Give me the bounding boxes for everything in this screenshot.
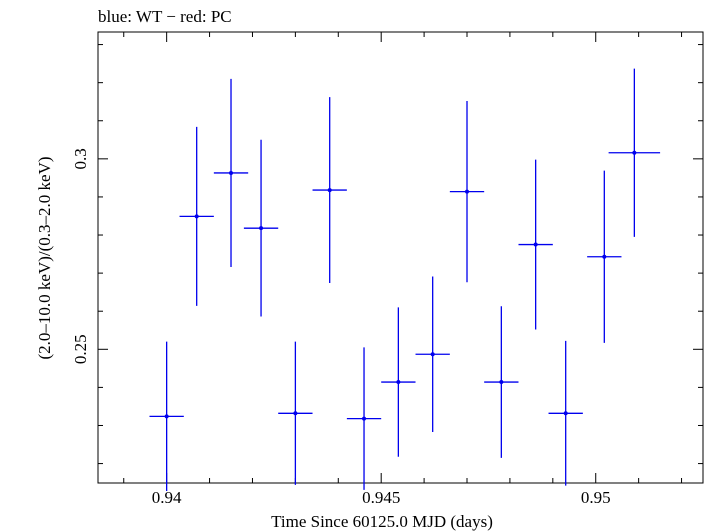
axis-tick-labels: 0.94 0.945 0.95 0.25 0.3 (71, 148, 611, 507)
data-point (449, 100, 485, 283)
x-tick-label: 0.94 (152, 488, 182, 507)
data-point (548, 340, 583, 486)
plot-frame (97, 31, 704, 484)
point-marker (194, 214, 199, 219)
y-tick-label: 0.3 (71, 148, 90, 169)
point-marker (229, 170, 234, 175)
data-point (243, 139, 279, 317)
data-point (278, 341, 313, 485)
point-marker (430, 352, 435, 357)
data-point (587, 170, 622, 343)
data-point (381, 307, 416, 457)
point-marker (327, 188, 332, 193)
data-point (608, 68, 661, 237)
point-marker (533, 242, 538, 247)
x-axis-label: Time Since 60125.0 MJD (days) (271, 512, 493, 531)
data-point (149, 341, 184, 491)
data-point (312, 97, 347, 284)
point-marker (164, 414, 169, 419)
axis-ticks (98, 32, 703, 483)
x-tick-label: 0.945 (362, 488, 400, 507)
x-tick-label: 0.95 (581, 488, 611, 507)
point-marker (465, 189, 470, 194)
chart-title: blue: WT − red: PC (98, 7, 232, 26)
y-tick-label: 0.25 (71, 334, 90, 364)
point-marker (632, 150, 637, 155)
point-marker (499, 380, 504, 385)
data-point (415, 276, 450, 432)
point-marker (293, 411, 298, 416)
data-point (179, 126, 214, 306)
data-points (149, 68, 661, 491)
point-marker (259, 226, 264, 231)
data-point (518, 159, 553, 330)
point-marker (396, 380, 401, 385)
point-marker (563, 411, 568, 416)
y-axis-label: (2.0–10.0 keV)/(0.3–2.0 keV) (35, 156, 54, 359)
data-point (346, 347, 382, 490)
point-marker (362, 416, 367, 421)
data-point (484, 306, 519, 458)
point-marker (602, 254, 607, 259)
data-point (213, 78, 249, 268)
